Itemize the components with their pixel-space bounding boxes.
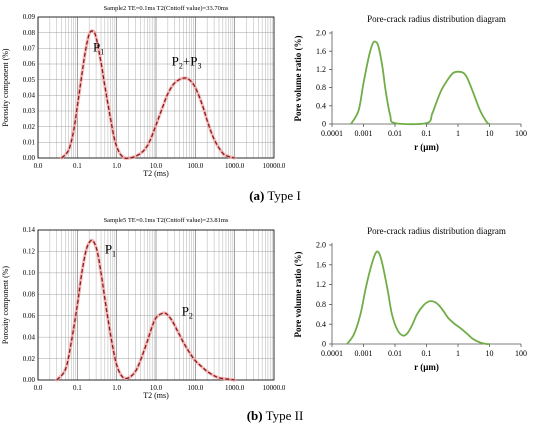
- y-tick-label: 1.6: [316, 260, 326, 269]
- y-tick-label: 0.4: [316, 320, 326, 329]
- y-tick-label: 0.06: [23, 312, 36, 320]
- x-tick-label: 10000.0: [263, 162, 285, 170]
- y-tick-label: 0.04: [23, 333, 36, 341]
- x-tick-label: 10: [486, 349, 494, 358]
- x-tick-label: 1.0: [112, 162, 121, 170]
- y-tick-label: 0.10: [23, 269, 36, 277]
- x-tick-label: 0.1: [73, 384, 82, 392]
- peak-label: P1: [105, 242, 116, 259]
- y-tick-label: 0.09: [23, 13, 36, 21]
- y-tick-label: 0.03: [23, 107, 36, 115]
- caption-a-label: (a): [249, 188, 265, 203]
- chart-title: Pore-crack radius distribution diagram: [367, 14, 506, 24]
- x-tick-label: 10: [486, 129, 494, 138]
- x-tick-label: 0.01: [388, 349, 402, 358]
- chart-title: Sample5 TE=0.1ms T2(Cnttoff value)=23.81…: [104, 217, 229, 224]
- y-tick-label: 0.04: [23, 92, 36, 100]
- x-tick-label: 0.0: [34, 384, 43, 392]
- caption-a-text: Type I: [267, 188, 301, 203]
- caption-b: (b) Type II: [0, 408, 550, 424]
- y-tick-label: 1.2: [316, 280, 326, 289]
- y-axis-label: Porosity component (%): [1, 48, 10, 127]
- series-halo: [60, 29, 237, 161]
- x-tick-label: 1.0: [112, 384, 121, 392]
- gridlines: [37, 229, 274, 381]
- t2-spectrum-chart-b: Sample5 TE=0.1ms T2(Cnttoff value)=23.81…: [1, 217, 285, 400]
- x-axis-label: r (μm): [414, 142, 439, 152]
- x-tick-label: 0.0001: [321, 129, 343, 138]
- x-tick-label: 0.0: [34, 162, 43, 170]
- x-tick-label: 100.0: [187, 162, 203, 170]
- y-tick-label: 0: [322, 120, 326, 129]
- plot-frame: [37, 16, 275, 159]
- series-halo: [55, 238, 237, 382]
- y-tick-label: 0.08: [23, 290, 36, 298]
- x-tick-label: 10.0: [150, 384, 163, 392]
- y-axis-label: Pore volume ratio (%): [293, 251, 303, 337]
- pore-radius-chart-a: Pore-crack radius distribution diagram00…: [293, 14, 527, 152]
- x-tick-label: 1: [456, 129, 460, 138]
- y-tick-label: 2.0: [316, 241, 326, 250]
- plot-frame: [37, 229, 275, 381]
- peak-label: P2+P3: [172, 54, 202, 71]
- y-axis-label: Pore volume ratio (%): [293, 35, 303, 121]
- caption-b-text: Type II: [265, 408, 304, 423]
- y-tick-label: 0.12: [23, 248, 36, 256]
- chart-title: Sample2 TE=0.1ms T2(Cnttoff value)=33.70…: [104, 5, 229, 12]
- t2-spectrum-chart-a: Sample2 TE=0.1ms T2(Cnttoff value)=33.70…: [1, 5, 285, 178]
- x-tick-label: 1000.0: [225, 162, 245, 170]
- x-tick-label: 1000.0: [225, 384, 245, 392]
- y-tick-label: 0.8: [316, 83, 326, 92]
- series-line: [346, 250, 490, 346]
- y-tick-label: 0.14: [23, 226, 36, 234]
- x-tick-label: 0.1: [422, 129, 432, 138]
- y-tick-label: 1.2: [316, 65, 326, 74]
- x-tick-label: 0.001: [355, 349, 373, 358]
- y-tick-label: 0.02: [23, 123, 36, 131]
- y-tick-label: 0.00: [23, 154, 36, 162]
- caption-a: (a) Type I: [0, 188, 550, 204]
- y-tick-label: 0.4: [316, 101, 326, 110]
- y-tick-label: 0: [322, 340, 326, 349]
- x-tick-label: 0.01: [388, 129, 402, 138]
- caption-b-label: (b): [246, 408, 263, 423]
- y-tick-label: 0.01: [23, 139, 36, 147]
- y-tick-label: 0.00: [23, 376, 36, 384]
- series-line: [61, 30, 235, 160]
- x-tick-label: 1: [456, 349, 460, 358]
- y-tick-label: 2.0: [316, 29, 326, 38]
- series-line: [350, 40, 491, 126]
- x-tick-label: 10.0: [150, 162, 163, 170]
- peak-label: P1: [93, 39, 104, 56]
- x-axis-label: r (μm): [414, 362, 439, 372]
- x-axis-label: T2 (ms): [143, 391, 169, 400]
- series-line: [56, 239, 235, 381]
- peak-label: P2: [182, 304, 193, 321]
- y-tick-label: 0.06: [23, 60, 36, 68]
- x-tick-label: 0.0001: [321, 349, 343, 358]
- x-tick-label: 0.1: [73, 162, 82, 170]
- y-axis-label: Porosity component (%): [1, 266, 10, 345]
- x-tick-label: 0.001: [355, 129, 373, 138]
- y-tick-label: 0.05: [23, 76, 36, 84]
- x-tick-label: 10000.0: [263, 384, 285, 392]
- y-tick-label: 0.08: [23, 29, 36, 37]
- chart-title: Pore-crack radius distribution diagram: [367, 226, 506, 236]
- y-tick-label: 1.6: [316, 47, 326, 56]
- x-tick-label: 100.0: [187, 384, 203, 392]
- y-tick-label: 0.8: [316, 300, 326, 309]
- x-tick-label: 100: [515, 349, 527, 358]
- x-axis-label: T2 (ms): [143, 169, 169, 178]
- pore-radius-chart-b: Pore-crack radius distribution diagram00…: [293, 226, 527, 372]
- y-tick-label: 0.02: [23, 355, 36, 363]
- x-tick-label: 100: [515, 129, 527, 138]
- y-tick-label: 0.07: [23, 45, 36, 53]
- x-tick-label: 0.1: [422, 349, 432, 358]
